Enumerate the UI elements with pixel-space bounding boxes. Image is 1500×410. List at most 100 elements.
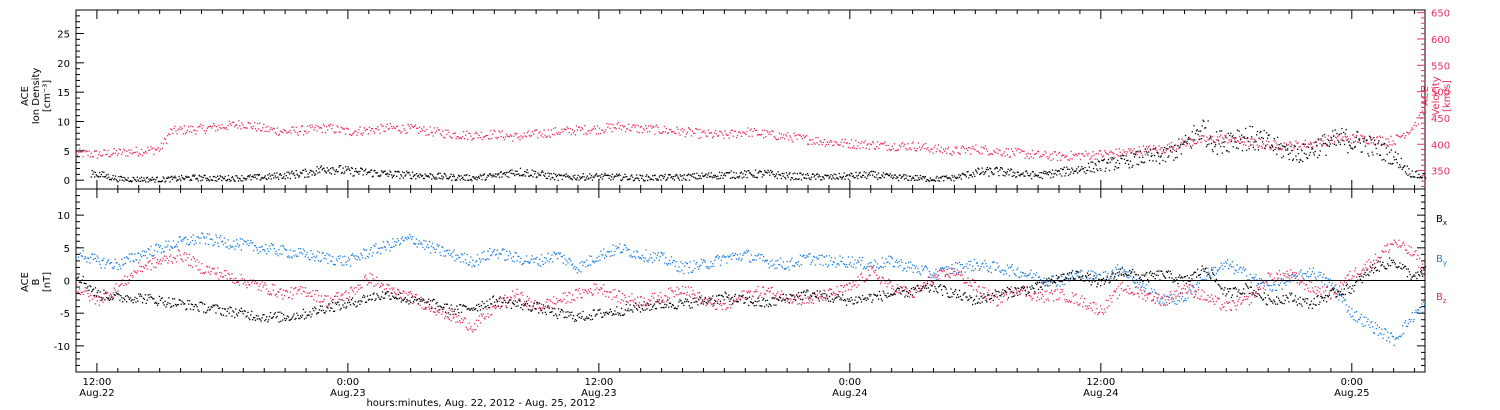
by-series-point bbox=[712, 263, 714, 265]
by-series-point bbox=[145, 251, 147, 253]
velocity-series-point bbox=[912, 141, 914, 143]
by-series-point bbox=[92, 253, 94, 255]
by-series-point bbox=[1270, 285, 1272, 287]
velocity-series-point bbox=[544, 134, 546, 137]
by-series-point bbox=[859, 256, 861, 259]
velocity-series-point bbox=[604, 131, 606, 133]
density-series-point bbox=[464, 179, 466, 181]
by-series-point bbox=[676, 270, 678, 272]
density-series-point bbox=[363, 170, 365, 172]
density-series-point bbox=[253, 174, 256, 176]
density-series-point bbox=[1071, 167, 1073, 169]
by-series-point bbox=[174, 245, 177, 248]
density-series-point bbox=[1027, 174, 1029, 177]
bz-series-point bbox=[501, 305, 503, 307]
by-series-point bbox=[598, 255, 600, 257]
density-series-point bbox=[897, 179, 900, 182]
density-series-point bbox=[1215, 131, 1218, 133]
density-series-point bbox=[226, 180, 228, 182]
by-series-point bbox=[515, 252, 517, 254]
velocity-series-point bbox=[550, 129, 553, 131]
velocity-series-point bbox=[664, 131, 666, 133]
bz-series-point bbox=[214, 272, 216, 274]
velocity-series-point bbox=[625, 131, 627, 133]
density-series-point bbox=[312, 170, 314, 172]
by-series-point bbox=[99, 263, 101, 265]
density-series-point bbox=[661, 174, 663, 176]
density-series-point bbox=[1287, 148, 1289, 150]
by-series-point bbox=[110, 262, 113, 264]
velocity-series-point bbox=[1039, 156, 1041, 158]
density-series-point bbox=[586, 175, 588, 177]
by-series-point bbox=[1264, 289, 1266, 291]
velocity-series-point bbox=[270, 127, 272, 129]
density-series-point bbox=[200, 180, 202, 182]
density-series-point bbox=[442, 178, 444, 180]
velocity-series-point bbox=[808, 143, 810, 145]
velocity-series-point bbox=[583, 133, 585, 135]
density-series-point bbox=[754, 169, 757, 171]
velocity-series-point bbox=[1347, 138, 1349, 140]
by-series-point bbox=[468, 264, 470, 266]
by-series-point bbox=[1027, 274, 1029, 276]
by-series-point bbox=[513, 261, 515, 263]
density-series-point bbox=[1125, 155, 1127, 157]
bz-series-point bbox=[257, 289, 259, 291]
velocity-series-point bbox=[570, 133, 572, 136]
velocity-series-point bbox=[847, 146, 850, 149]
velocity-series-point bbox=[512, 140, 514, 142]
density-series-point bbox=[1036, 175, 1039, 177]
velocity-series-point bbox=[798, 134, 800, 136]
velocity-series-point bbox=[1083, 155, 1085, 157]
velocity-series-point bbox=[1206, 136, 1208, 138]
velocity-series-point bbox=[773, 135, 775, 138]
density-series-point bbox=[608, 177, 610, 179]
bz-series-point bbox=[587, 292, 589, 295]
by-series-point bbox=[558, 253, 561, 255]
by-series-point bbox=[129, 260, 131, 263]
by-series-point bbox=[965, 265, 967, 268]
by-series-point bbox=[466, 253, 468, 256]
by-series-point bbox=[906, 270, 908, 272]
density-series-point bbox=[1180, 153, 1182, 155]
by-series-point bbox=[582, 264, 584, 266]
density-series-point bbox=[955, 177, 957, 180]
density-series-point bbox=[298, 176, 300, 178]
density-series-point bbox=[450, 173, 452, 175]
density-series-point bbox=[643, 180, 645, 182]
by-series-point bbox=[810, 263, 812, 265]
density-series-point bbox=[1112, 157, 1114, 159]
bz-series-point bbox=[643, 297, 645, 299]
density-series-point bbox=[785, 178, 787, 180]
by-series-point bbox=[214, 241, 216, 243]
density-series-point bbox=[1204, 127, 1206, 129]
by-series-point bbox=[459, 256, 461, 259]
velocity-series-point bbox=[101, 155, 103, 157]
bz-series-point bbox=[413, 296, 416, 298]
bz-series-point bbox=[312, 290, 314, 292]
by-series-point bbox=[306, 251, 308, 253]
velocity-series-point bbox=[1136, 154, 1138, 156]
velocity-series-point bbox=[266, 130, 268, 132]
by-series-point bbox=[175, 243, 178, 246]
by-series-point bbox=[994, 269, 996, 271]
velocity-series-point bbox=[449, 135, 451, 137]
velocity-series-point bbox=[753, 128, 755, 130]
density-series-point bbox=[163, 177, 165, 180]
by-series-point bbox=[779, 263, 781, 266]
by-series-point bbox=[1193, 286, 1195, 288]
by-series-point bbox=[139, 259, 141, 261]
velocity-series-point bbox=[1297, 142, 1299, 144]
bz-series-point bbox=[425, 308, 427, 310]
velocity-series-point bbox=[969, 147, 971, 149]
density-series-point bbox=[125, 179, 128, 181]
by-series-point bbox=[1113, 273, 1115, 275]
bz-series-point bbox=[348, 296, 351, 298]
velocity-series-point bbox=[762, 130, 764, 132]
by-series-point bbox=[685, 263, 688, 265]
density-series-point bbox=[1225, 150, 1228, 152]
velocity-series-point bbox=[616, 123, 618, 125]
density-series-point bbox=[389, 170, 391, 172]
density-series-point bbox=[580, 177, 583, 179]
by-series-point bbox=[150, 245, 152, 248]
